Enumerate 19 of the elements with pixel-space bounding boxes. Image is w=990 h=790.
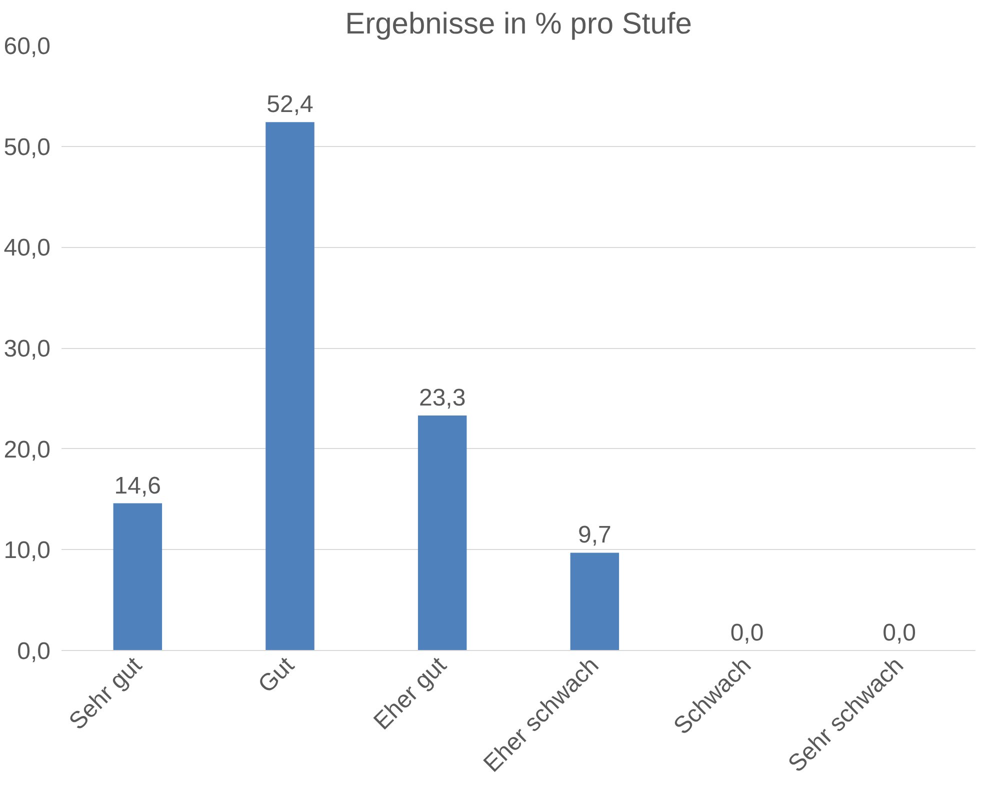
data-label: 23,3: [418, 384, 466, 412]
data-label: 0,0: [730, 620, 764, 646]
data-label: 0,0: [882, 620, 916, 646]
bar: [570, 552, 620, 650]
y-tick-label: 10,0: [4, 537, 51, 564]
y-tick-label: 40,0: [4, 234, 51, 262]
data-label: 52,4: [266, 91, 314, 118]
data-label: 9,7: [578, 522, 612, 549]
y-tick-label: 30,0: [4, 336, 51, 362]
x-tick-label: Gut: [253, 652, 300, 698]
y-tick-label: 20,0: [4, 436, 51, 464]
y-tick-label: 0,0: [17, 638, 51, 665]
bar: [113, 503, 162, 650]
chart-title: Ergebnisse in % pro Stufe: [345, 8, 692, 40]
data-label: 14,6: [114, 472, 162, 500]
bar: [418, 416, 467, 650]
y-tick-label: 60,0: [4, 33, 51, 60]
bar: [266, 122, 314, 650]
y-tick-label: 50,0: [4, 134, 51, 161]
